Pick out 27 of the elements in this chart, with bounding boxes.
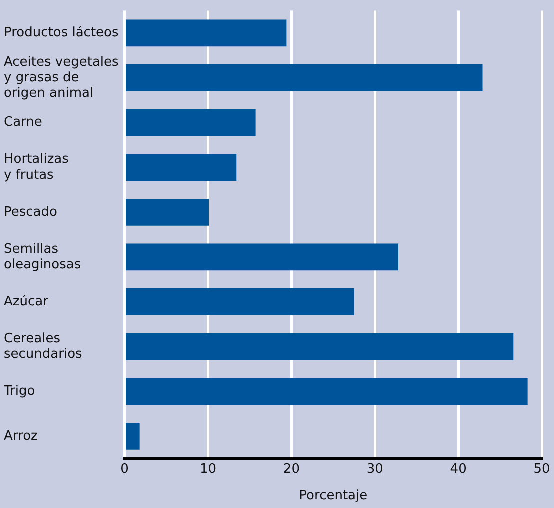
y-tick-label: Azúcar [4, 294, 50, 310]
y-tick-label: Hortalizas y frutas [4, 152, 70, 183]
y-tick-label: Trigo [3, 384, 36, 399]
bar [126, 422, 140, 450]
x-tick-label: 20 [283, 462, 300, 477]
bar [126, 333, 514, 360]
bar [126, 244, 398, 271]
bar [126, 378, 528, 406]
y-tick-label: Pescado [4, 204, 58, 220]
x-tick-label: 30 [366, 462, 384, 477]
y-tick-label: Productos lácteos [4, 26, 119, 41]
x-axis-title: Porcentaje [299, 488, 368, 504]
x-tick-label: 50 [534, 462, 550, 477]
y-tick-label: Aceites vegetales y grasas de origen animal [4, 54, 120, 101]
y-tick-label: Arroz [4, 428, 38, 444]
x-tick-label: 0 [120, 462, 129, 477]
bar [126, 64, 483, 92]
bar [126, 20, 287, 47]
y-tick-label: Semillas oleaginosas [4, 242, 82, 272]
bar [126, 109, 256, 136]
bar [126, 288, 354, 316]
x-tick-label: 40 [450, 462, 467, 477]
bar [126, 154, 237, 182]
x-tick-label: 10 [200, 462, 217, 477]
bar [126, 198, 210, 226]
y-tick-label: Carne [4, 115, 42, 130]
y-tick-label: Cereales secundarios [4, 331, 83, 362]
